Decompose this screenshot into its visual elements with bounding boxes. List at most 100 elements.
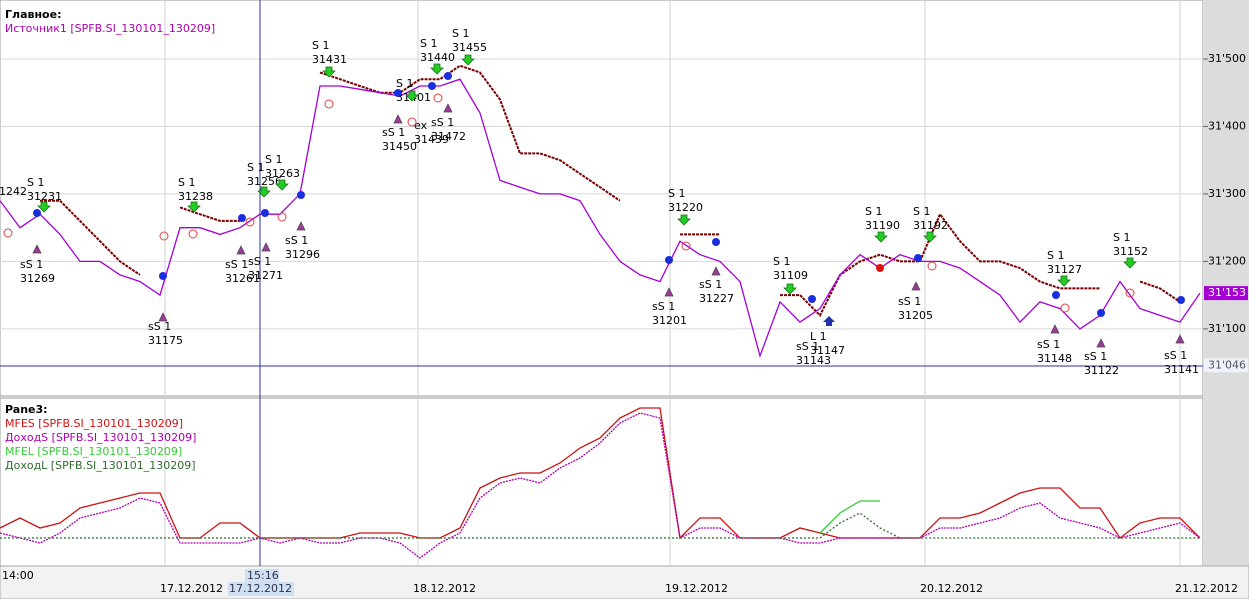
y-tick-label: 31'300: [1208, 187, 1246, 200]
signal-price: 31431: [312, 53, 347, 66]
signal-label: S 1: [265, 153, 282, 166]
signal-label: S 1: [452, 27, 469, 40]
signal-price: 31122: [1084, 364, 1119, 377]
exit-triangle: [1050, 324, 1060, 334]
exit-triangle: [158, 312, 168, 322]
signal-label: S 1: [178, 176, 195, 189]
signal-label: S 1: [27, 176, 44, 189]
signal-label: sS 1: [20, 258, 43, 271]
exit-triangle: [911, 281, 921, 291]
entry-dot: [297, 191, 305, 199]
exit-circle: [245, 217, 255, 227]
signal-price: 31242: [0, 185, 27, 198]
signal-price: 31296: [285, 248, 320, 261]
sell-arrow: [1123, 257, 1137, 269]
signal-price: 31231: [27, 190, 62, 203]
y-tick-label: 31'500: [1208, 52, 1246, 65]
exit-circle: [927, 261, 937, 271]
signal-price: 31201: [652, 314, 687, 327]
signal-price: 31450: [382, 140, 417, 153]
x-tick-label: 21.12.2012: [1175, 582, 1238, 595]
signal-label: sS 1: [382, 126, 405, 139]
entry-dot: [444, 72, 452, 80]
exit-circle: [159, 231, 169, 241]
entry-dot: [665, 256, 673, 264]
pane-title: Pane3:: [5, 403, 48, 416]
sell-arrow: [430, 63, 444, 75]
right-axis: [1203, 0, 1249, 566]
y-tick-label: 31'200: [1208, 254, 1246, 267]
exit-circle: [188, 229, 198, 239]
exit-triangle: [664, 287, 674, 297]
price-line: [0, 78, 1201, 359]
signal-price: 31190: [865, 219, 900, 232]
signal-price: 31109: [773, 269, 808, 282]
cursor-time: 15:16: [247, 569, 279, 582]
signal-price: 31175: [148, 334, 183, 347]
signal-price: 31269: [20, 272, 55, 285]
signal-price: 31148: [1037, 352, 1072, 365]
signal-label: sS 1: [699, 278, 722, 291]
exit-circle: [3, 228, 13, 238]
exit-triangle: [261, 242, 271, 252]
signal-label: S 1: [420, 37, 437, 50]
exit-circle: [324, 99, 334, 109]
entry-dot: [1097, 309, 1105, 317]
pane-title: Главное:: [5, 8, 61, 21]
entry-dot: [33, 209, 41, 217]
signal-label: S 1: [1047, 249, 1064, 262]
signal-label: sS 1: [285, 234, 308, 247]
signal-label: sS 1: [225, 258, 248, 271]
buy-arrow: [823, 316, 835, 326]
signal-price: 31440: [420, 51, 455, 64]
signal-label: sS 1: [898, 295, 921, 308]
x-tick-label: 18.12.2012: [413, 582, 476, 595]
signal-label: S 1: [247, 161, 264, 174]
x-tick-label: 19.12.2012: [665, 582, 728, 595]
cursor-level-label: 31'046: [1208, 358, 1246, 371]
signal-label: sS 1: [431, 116, 454, 129]
signal-label: sS 1: [148, 320, 171, 333]
exit-triangle: [236, 245, 246, 255]
signal-price: 31205: [898, 309, 933, 322]
entry-dot: [428, 82, 436, 90]
sell-arrow: [923, 231, 937, 243]
signal-price: 31238: [178, 190, 213, 203]
signal-price: 31152: [1113, 245, 1148, 258]
exit-circle: [681, 241, 691, 251]
signal-price: 31220: [668, 201, 703, 214]
signal-price: 31256: [247, 175, 282, 188]
signal-label: S 1: [913, 205, 930, 218]
stop-line: [40, 64, 1181, 318]
exit-circle: [1125, 288, 1135, 298]
exit-circle: [407, 117, 417, 127]
entry-dot: [159, 272, 167, 280]
last-price-badge: [1204, 286, 1248, 301]
exit-triangle: [711, 266, 721, 276]
cursor-time-bg: [245, 569, 279, 582]
sell-arrow: [187, 201, 201, 213]
exit-circle: [1060, 303, 1070, 313]
entry-dot: [914, 254, 922, 262]
plot: [0, 64, 1201, 559]
y-tick-label: 31'400: [1208, 119, 1246, 132]
x-axis: [0, 565, 1249, 599]
exit-triangle: [296, 221, 306, 231]
exit-triangle: [1175, 334, 1185, 344]
source-label: Источник1 [SPFB.SI_130101_130209]: [5, 22, 215, 35]
indicator-line: [0, 512, 1200, 539]
signal-label: sS 1: [1037, 338, 1060, 351]
exit-triangle: [393, 114, 403, 124]
cursor-date-bg: [228, 582, 294, 596]
signal-price: 31472: [431, 130, 466, 143]
exit-triangle: [1096, 338, 1106, 348]
signal-price: 31227: [699, 292, 734, 305]
signal-price: 31261: [225, 272, 260, 285]
sell-arrow: [322, 66, 336, 78]
entry-dot: [238, 214, 246, 222]
sell-arrow: [37, 201, 51, 213]
last-price-label: 31'153: [1208, 286, 1246, 299]
sell-arrow: [783, 283, 797, 295]
